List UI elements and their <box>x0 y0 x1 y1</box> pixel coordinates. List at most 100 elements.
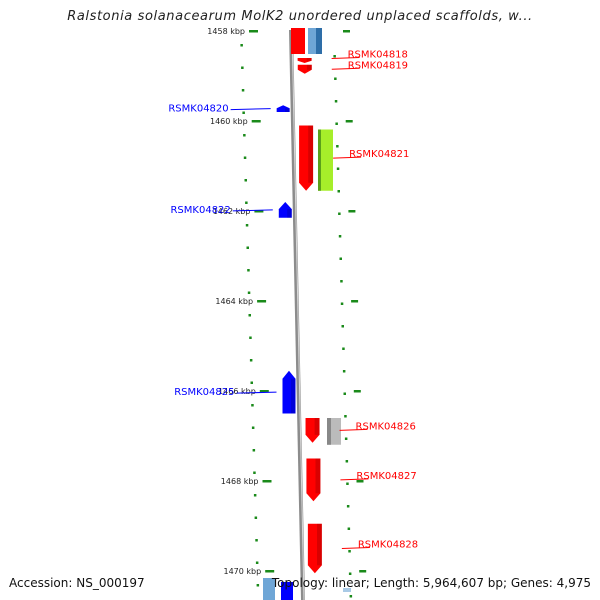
gene-rsmk04827-label[interactable]: RSMK04827 <box>356 471 416 482</box>
track-dot <box>348 572 352 575</box>
right-track-dots <box>333 55 353 598</box>
gene-rsmk04825-leader <box>236 391 277 394</box>
axis-tick-label: 1468 kbp <box>221 477 259 486</box>
track-dot <box>243 156 247 159</box>
track-dot <box>247 291 251 294</box>
track-dot <box>255 539 258 542</box>
track-dot <box>243 134 246 137</box>
track-dot <box>245 224 249 227</box>
gene-rsmk04821[interactable] <box>299 125 314 191</box>
track-dot <box>249 336 252 339</box>
track-dot <box>340 280 343 283</box>
backbone-highlight <box>291 29 305 600</box>
track-dot <box>345 460 349 463</box>
track-dot <box>248 314 251 317</box>
gene-rsmk04818-leader <box>331 56 360 59</box>
gene-rsmk04821-shade <box>308 125 314 183</box>
track-dot <box>250 381 253 384</box>
axis-tick-right <box>348 210 356 213</box>
gene-rsmk04825-label[interactable]: RSMK04825 <box>174 387 234 398</box>
axis-tick <box>254 210 264 213</box>
gene-rsmk04828[interactable] <box>307 523 322 574</box>
gene-rsmk04826-leader <box>339 428 368 431</box>
track-dot <box>346 482 349 485</box>
track-dot <box>344 415 347 418</box>
track-dot <box>334 100 338 103</box>
track-dot <box>338 212 341 215</box>
accession-label: Accession: NS_000197 <box>9 576 145 590</box>
track-dot <box>242 111 245 114</box>
gene-rsmk04820-leader <box>230 108 271 111</box>
track-dot <box>247 269 250 272</box>
axis-tick-right <box>353 390 361 393</box>
axis-tick <box>257 300 267 303</box>
genome-summary: Topology: linear; Length: 5,964,607 bp; … <box>271 576 591 590</box>
track-dot <box>347 527 351 530</box>
gene-rsmk04825[interactable] <box>282 370 296 414</box>
gene-rsmk04821-label[interactable]: RSMK04821 <box>349 149 409 160</box>
track-dot <box>246 246 249 249</box>
gene-rsmk04826[interactable] <box>305 418 320 443</box>
map-title: Ralstonia solanacearum MolK2 unordered u… <box>67 9 533 24</box>
feature-gray-edge <box>327 418 331 445</box>
gene-rsmk04827[interactable] <box>306 458 321 502</box>
gene-rsmk04828-label[interactable]: RSMK04828 <box>358 540 418 551</box>
gene-rsmk04819-leader <box>331 67 360 70</box>
gene-rsmk04827-shade <box>315 458 321 494</box>
feature-green-edge <box>318 129 321 191</box>
gene-rsmk04820[interactable] <box>276 105 290 112</box>
gene-rsmk04818-label[interactable]: RSMK04818 <box>348 49 408 60</box>
gene-rsmk04819-label[interactable]: RSMK04819 <box>348 60 408 71</box>
track-dot <box>340 302 344 305</box>
rna-partial-bottom-right <box>343 588 351 592</box>
track-dot <box>251 404 254 407</box>
axis-tick-label: 1470 kbp <box>223 567 261 576</box>
track-dot <box>336 167 340 170</box>
track-dot <box>254 516 258 519</box>
track-dot <box>344 437 348 440</box>
rna-partial-bottom[interactable] <box>263 578 275 600</box>
gene-partial-bottom[interactable] <box>281 582 293 600</box>
track-dot <box>337 190 340 193</box>
axis-tick-right <box>356 480 364 483</box>
gene-rsmk04825-shade <box>290 378 296 414</box>
axis-tick-label: 1462 kbp <box>213 207 251 216</box>
gene-rsmk04820-label[interactable]: RSMK04820 <box>168 104 228 115</box>
axis-tick <box>249 30 258 33</box>
track-dot <box>342 370 346 373</box>
feature-green[interactable] <box>318 129 333 191</box>
gene-rsmk04822-shade <box>287 209 292 218</box>
axis-tick-right <box>359 570 367 573</box>
track-dot <box>252 449 256 452</box>
gene-rsmk04828-leader <box>341 547 370 549</box>
gene-rsmk04818[interactable] <box>297 58 312 63</box>
gene-rsmk04826-shade <box>314 418 320 435</box>
axis-tick-label: 1460 kbp <box>210 117 248 126</box>
track-dot <box>240 44 243 47</box>
track-dot <box>349 595 353 598</box>
track-dot <box>348 550 351 553</box>
gene-rsmk04819-shade <box>306 64 312 70</box>
track-dot <box>339 257 342 260</box>
track-dot <box>335 122 338 125</box>
backbone-line <box>289 29 305 600</box>
gene-rsmk04828-shade <box>317 523 322 566</box>
gene-rsmk04820-shade <box>285 108 290 112</box>
gene-partial-top[interactable] <box>291 28 305 54</box>
gene-rsmk04818-shade <box>306 58 312 61</box>
gene-rsmk04827-leader <box>340 478 369 481</box>
track-dot <box>244 179 247 182</box>
axis-tick-label: 1466 kbp <box>218 387 256 396</box>
track-dot <box>333 55 336 58</box>
axis-tick-label: 1458 kbp <box>207 27 245 36</box>
gene-features <box>263 28 351 600</box>
gene-rsmk04822-label[interactable]: RSMK04822 <box>170 205 230 216</box>
track-dot <box>341 325 344 328</box>
axis-tick-right <box>345 120 353 123</box>
track-dot <box>241 89 245 92</box>
gene-rsmk04822[interactable] <box>278 202 292 218</box>
gene-rsmk04826-label[interactable]: RSMK04826 <box>356 421 416 432</box>
axis-tick <box>265 570 275 573</box>
gene-rsmk04819[interactable] <box>297 64 312 74</box>
